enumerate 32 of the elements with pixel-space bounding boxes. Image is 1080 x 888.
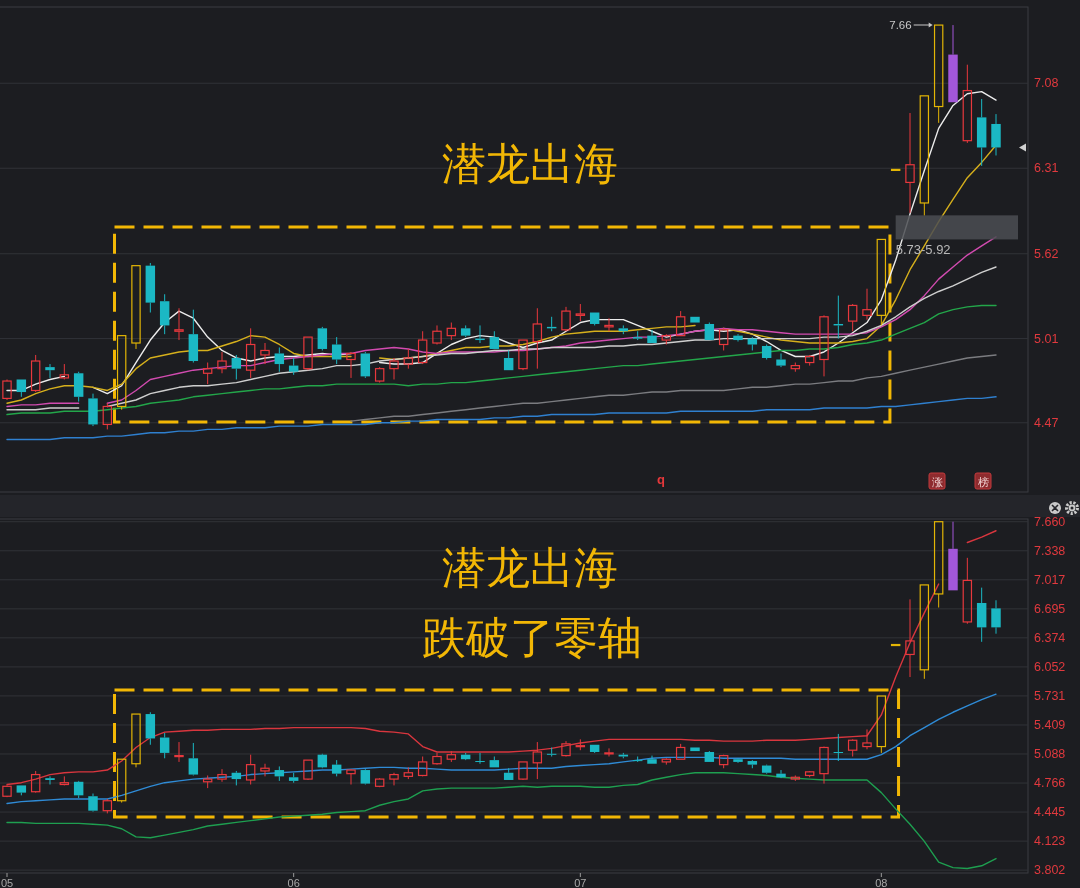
y-tick-label: 4.123	[1034, 834, 1066, 849]
y-tick-label: 3.802	[1034, 863, 1066, 878]
y-tick-label: 7.017	[1034, 572, 1066, 587]
y-tick-label: 5.088	[1034, 746, 1066, 761]
y-tick-label: 6.31	[1034, 161, 1059, 176]
y-tick-label: 6.374	[1034, 630, 1066, 645]
x-tick-label: 06	[287, 876, 300, 888]
x-tick-label: 05	[0, 876, 14, 888]
line-series	[6, 772, 997, 870]
annotation: 榜	[977, 475, 989, 488]
y-tick-label: 4.445	[1034, 805, 1066, 820]
annotation: 涨	[931, 475, 943, 488]
annotation: 潜龙出海	[442, 542, 618, 592]
y-tick-label: 4.766	[1034, 776, 1066, 791]
y-tick-label: 6.052	[1034, 659, 1066, 674]
y-tick-label: 4.47	[1034, 415, 1059, 430]
line-series	[6, 396, 997, 441]
annotation: 跌破了零轴	[422, 612, 642, 662]
y-tick-label: 5.409	[1034, 717, 1066, 732]
x-tick-label: 08	[875, 876, 888, 888]
y-tick-label: 7.338	[1034, 543, 1066, 558]
y-tick-label: 5.731	[1034, 688, 1066, 703]
y-tick-label: 6.695	[1034, 601, 1066, 616]
y-tick-label: 7.08	[1034, 76, 1059, 91]
annotation: q	[657, 471, 666, 487]
line-series	[350, 354, 997, 422]
y-tick-label: 7.660	[1034, 514, 1066, 529]
x-tick-label: 07	[574, 876, 587, 888]
annotation: 7.66	[889, 19, 912, 31]
y-tick-label: 5.01	[1034, 331, 1059, 346]
y-tick-label: 5.62	[1034, 246, 1059, 261]
annotation: 潜龙出海	[442, 138, 618, 188]
